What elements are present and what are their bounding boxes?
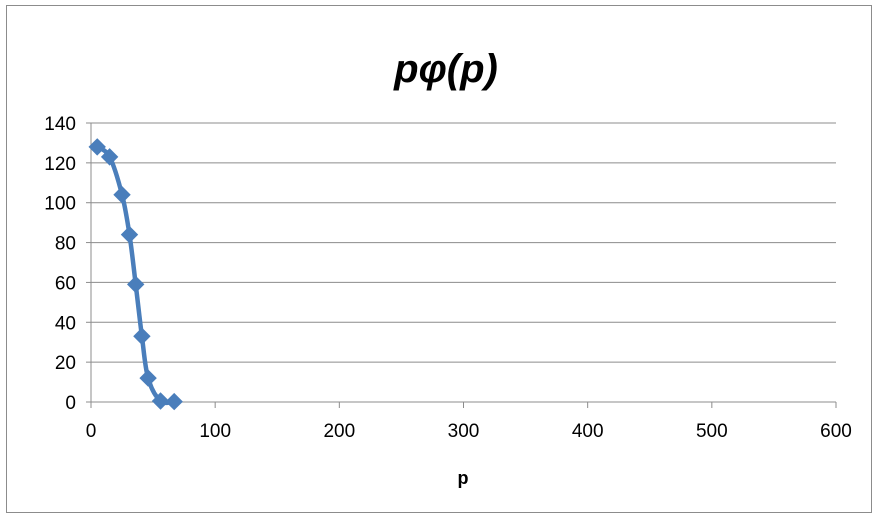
y-tick-label: 0 [65,393,76,414]
chart-svg: pφ(p) 0 20 40 60 80 100 120 140 0 100 200 300 400 500… [7,6,873,514]
series-layer [97,147,174,403]
data-point-marker [89,139,105,155]
data-point-marker [166,394,182,410]
data-point-marker [128,276,144,292]
grid-layer [91,123,836,402]
data-point-marker [114,187,130,203]
x-axis-title: p [458,468,469,488]
x-tick-label: 600 [820,421,852,442]
y-tick-label: 100 [44,194,76,215]
y-tick-label: 80 [55,234,76,255]
y-tick-label: 60 [55,273,76,294]
y-tick-label: 120 [44,154,76,175]
chart-title: pφ(p) [393,47,498,91]
x-tick-label: 0 [86,421,97,442]
data-point-marker [134,328,150,344]
chart-frame: pφ(p) 0 20 40 60 80 100 120 140 0 100 200 300 400 500… [6,5,872,513]
x-tick-label: 100 [199,421,231,442]
x-tick-label: 200 [323,421,355,442]
y-tick-label: 140 [44,114,76,135]
y-tick-label: 20 [55,353,76,374]
data-point-marker [121,227,137,243]
x-tick-label: 400 [572,421,604,442]
data-point-marker [140,370,156,386]
x-tick-label: 300 [448,421,480,442]
y-tick-label: 40 [55,313,76,334]
series-line [97,147,174,403]
x-tick-label: 500 [696,421,728,442]
